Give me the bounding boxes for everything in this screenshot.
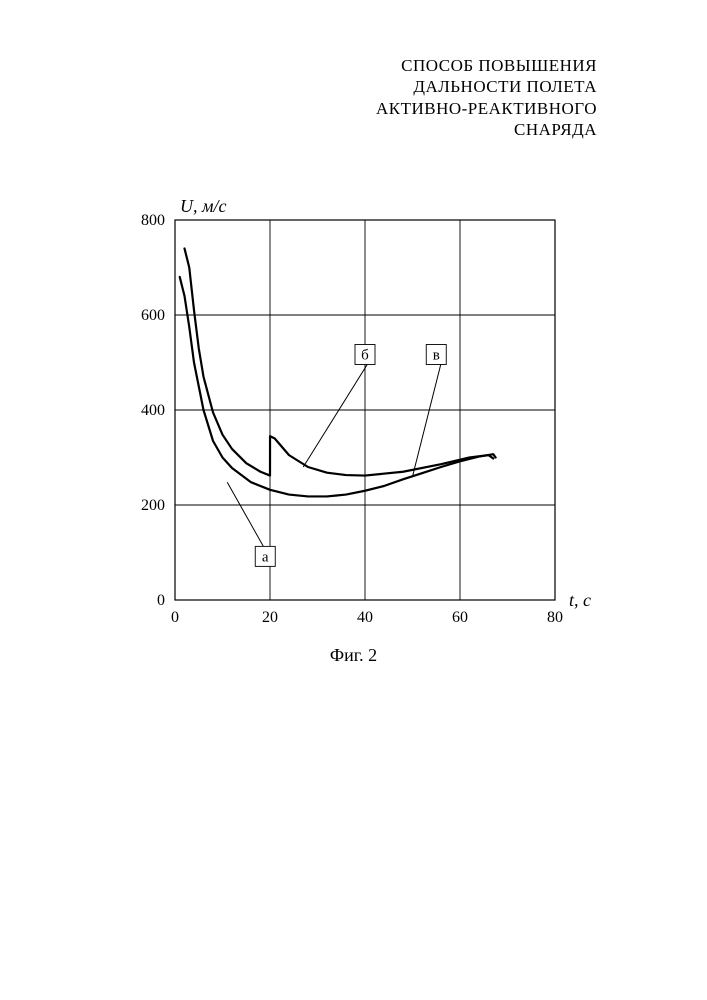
svg-text:t, c: t, c <box>569 590 591 610</box>
svg-text:600: 600 <box>141 307 165 324</box>
velocity-vs-time-chart: 0204060800200400600800U, м/сt, cабв <box>115 195 595 655</box>
figure-caption: Фиг. 2 <box>0 645 707 666</box>
svg-text:в: в <box>433 348 440 364</box>
svg-text:а: а <box>262 549 269 565</box>
svg-text:б: б <box>361 348 369 364</box>
svg-text:80: 80 <box>547 609 563 626</box>
page-title: СПОСОБ ПОВЫШЕНИЯ ДАЛЬНОСТИ ПОЛЕТА АКТИВН… <box>297 55 597 140</box>
title-line-4: СНАРЯДА <box>297 119 597 140</box>
title-line-1: СПОСОБ ПОВЫШЕНИЯ <box>297 55 597 76</box>
chart-svg: 0204060800200400600800U, м/сt, cабв <box>115 195 595 635</box>
svg-text:60: 60 <box>452 609 468 626</box>
title-line-2: ДАЛЬНОСТИ ПОЛЕТА <box>297 76 597 97</box>
svg-text:40: 40 <box>357 609 373 626</box>
svg-text:0: 0 <box>171 609 179 626</box>
title-line-3: АКТИВНО-РЕАКТИВНОГО <box>297 98 597 119</box>
svg-text:800: 800 <box>141 212 165 229</box>
svg-text:400: 400 <box>141 402 165 419</box>
svg-text:200: 200 <box>141 497 165 514</box>
svg-text:20: 20 <box>262 609 278 626</box>
svg-text:U, м/с: U, м/с <box>180 196 226 216</box>
svg-text:0: 0 <box>157 592 165 609</box>
